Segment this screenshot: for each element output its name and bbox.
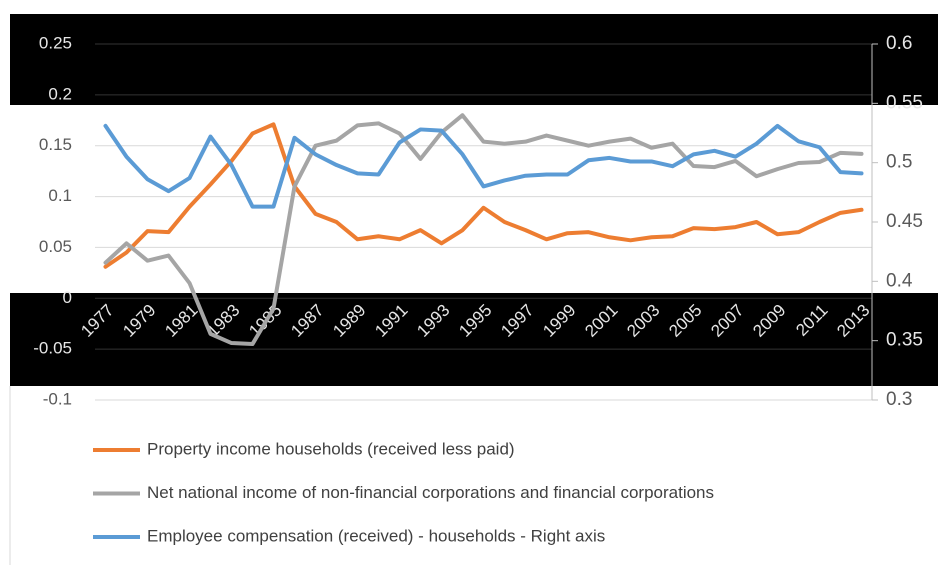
legend-label: Employee compensation (received) - house… (147, 526, 605, 545)
y-tick-label: 0 (63, 288, 72, 307)
y-tick-label: 0.2 (48, 84, 72, 103)
y2-tick-label: 0.5 (886, 152, 912, 173)
y2-tick-label: 0.6 (886, 33, 912, 54)
y2-tick-label: 0.45 (886, 211, 923, 232)
y2-tick-label: 0.55 (886, 92, 923, 113)
y-tick-label: -0.1 (43, 389, 72, 408)
series-line (103, 113, 864, 347)
y2-tick-label: 0.4 (886, 270, 913, 291)
black-band (10, 14, 938, 105)
y-tick-label: 0.25 (39, 33, 72, 52)
y-tick-label: 0.15 (39, 135, 72, 154)
y-tick-label: 0.05 (39, 237, 72, 256)
legend-label: Net national income of non-financial cor… (147, 483, 714, 502)
y2-tick-label: 0.3 (886, 389, 912, 410)
black-band (10, 293, 938, 386)
y-tick-label: -0.05 (33, 339, 72, 358)
legend-label: Property income households (received les… (147, 439, 515, 458)
series-line (103, 123, 864, 209)
y2-tick-label: 0.35 (886, 330, 923, 351)
y-tick-label: 0.1 (48, 186, 72, 205)
series-line (103, 122, 864, 269)
